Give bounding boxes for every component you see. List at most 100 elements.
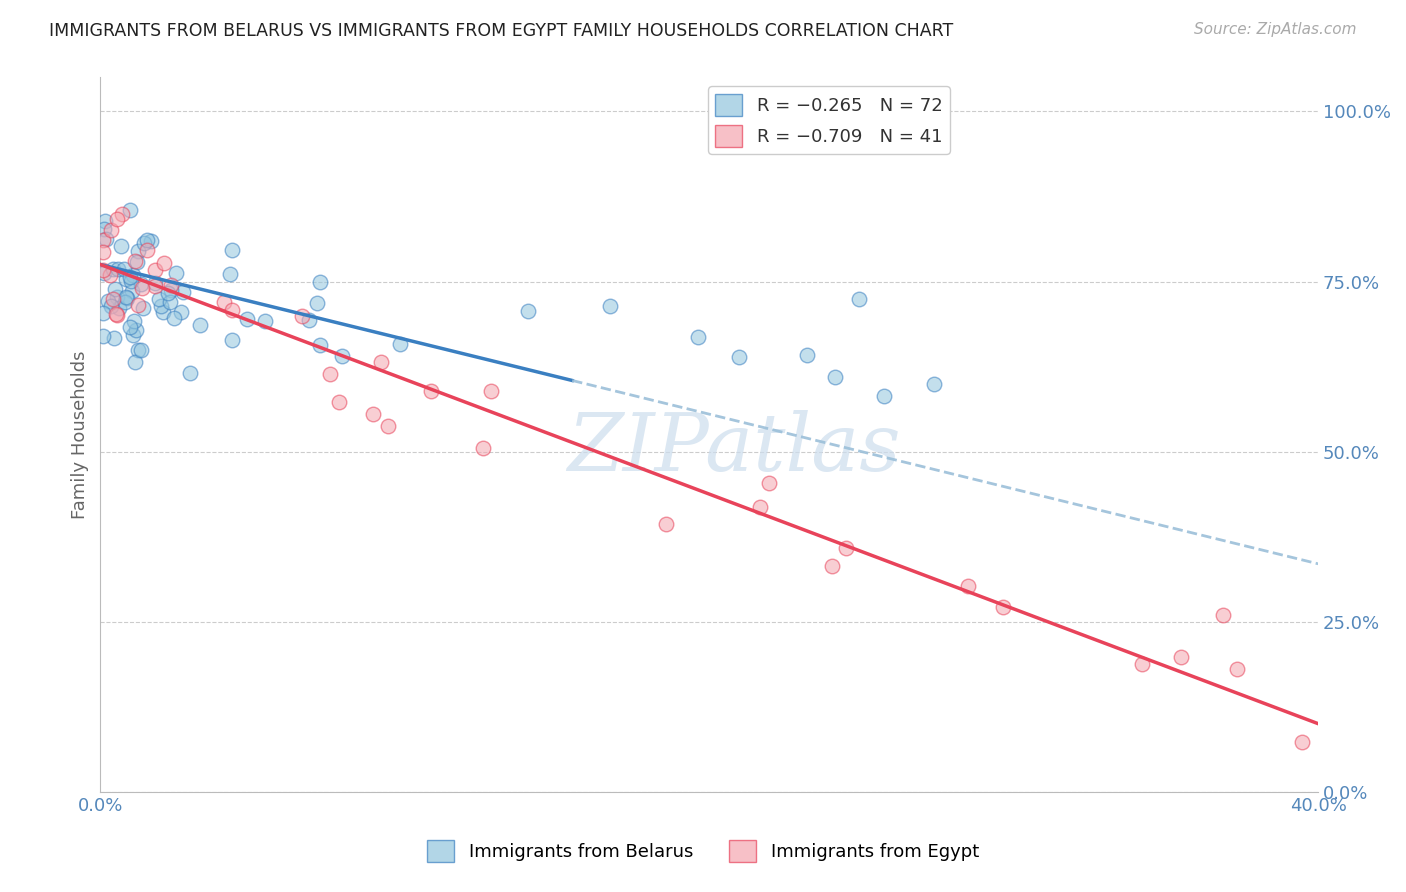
Point [93,213,115,227]
Point [169,305,191,319]
Point [165,266,187,280]
Point [93,306,115,320]
Point [93,245,115,260]
Point [824,370,846,384]
Point [188,318,211,332]
Point [124,253,146,268]
Point [136,243,159,257]
Point [105,309,128,323]
Point [100,299,122,313]
Point [93,221,115,235]
Text: ZIPatlas: ZIPatlas [567,410,900,488]
Point [98,268,121,282]
Point [145,277,167,291]
Point [143,262,166,277]
Y-axis label: Family Households: Family Households [72,351,89,519]
Point [115,272,138,286]
Point [122,314,145,328]
Point [108,301,131,315]
Point [122,327,145,342]
Point [1212,608,1234,623]
Point [159,283,181,297]
Point [131,280,153,294]
Point [420,384,443,398]
Point [127,244,149,259]
Point [471,441,494,455]
Point [127,255,149,269]
Point [149,299,172,313]
Point [516,304,538,318]
Point [1291,734,1313,748]
Point [728,351,751,365]
Point [103,292,125,306]
Point [118,269,141,284]
Point [686,330,709,344]
Point [219,267,242,281]
Point [330,349,353,363]
Point [118,203,141,218]
Point [873,389,896,403]
Point [157,286,180,301]
Point [93,267,115,281]
Point [120,320,142,334]
Point [328,395,350,409]
Point [821,558,844,573]
Text: IMMIGRANTS FROM BELARUS VS IMMIGRANTS FROM EGYPT FAMILY HOUSEHOLDS CORRELATION C: IMMIGRANTS FROM BELARUS VS IMMIGRANTS FR… [49,22,953,40]
Point [139,235,162,249]
Point [129,343,152,358]
Point [152,305,174,319]
Point [308,275,330,289]
Text: Source: ZipAtlas.com: Source: ZipAtlas.com [1194,22,1357,37]
Point [107,290,129,304]
Point [159,294,181,309]
Point [834,541,856,556]
Point [309,338,332,352]
Point [100,223,122,237]
Point [160,277,183,292]
Point [129,277,152,291]
Point [115,292,138,306]
Point [107,261,129,276]
Point [153,256,176,270]
Point [319,367,342,381]
Point [132,301,155,315]
Point [1170,650,1192,665]
Point [110,238,132,252]
Point [132,235,155,250]
Point [101,261,124,276]
Point [122,268,145,282]
Point [1132,657,1154,671]
Point [97,293,120,308]
Point [796,348,818,362]
Point [94,232,117,246]
Point [1226,663,1249,677]
Point [104,307,127,321]
Point [93,262,115,277]
Point [370,354,392,368]
Point [179,366,201,380]
Point [479,384,502,399]
Point [363,407,385,421]
Point [922,376,945,391]
Point [121,285,143,299]
Point [253,313,276,327]
Point [120,274,142,288]
Point [136,233,159,247]
Point [377,418,399,433]
Point [307,296,329,310]
Point [758,476,780,491]
Legend: Immigrants from Belarus, Immigrants from Egypt: Immigrants from Belarus, Immigrants from… [420,833,986,870]
Point [104,282,127,296]
Point [114,290,136,304]
Point [599,299,621,313]
Point [112,262,135,277]
Legend: R = −0.265   N = 72, R = −0.709   N = 41: R = −0.265 N = 72, R = −0.709 N = 41 [709,87,950,154]
Point [655,516,678,531]
Point [212,295,235,310]
Point [298,313,321,327]
Point [105,212,128,227]
Point [93,233,115,247]
Point [221,333,243,347]
Point [143,278,166,293]
Point [221,303,243,318]
